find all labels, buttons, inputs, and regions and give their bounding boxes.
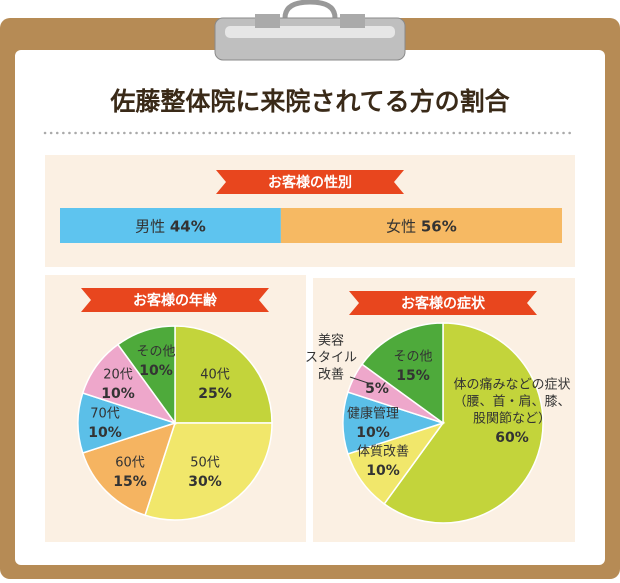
leader-line [349,376,369,384]
page-title: 佐藤整体院に来院されてる方の割合 [109,87,510,116]
value-label: 60% [495,430,529,446]
ribbon [349,291,537,315]
value-label: 44% [170,217,206,235]
category-label: 美容 [318,333,344,349]
segment-label: 女性 56% [386,217,457,235]
pie-slice [144,422,273,521]
ribbon [81,288,269,312]
value-label: 15% [396,368,430,384]
category-label: （腰、首・肩、膝、 [453,394,570,410]
category-label: 体の痛みなどの症状 [453,377,570,393]
category-label: その他 [136,345,175,360]
chart-title: お客様の性別 [268,174,352,191]
category-label: 男性 [135,217,165,235]
value-label: 10% [88,425,122,441]
value-label: 10% [366,463,400,479]
value-label: 30% [188,474,222,490]
category-label: スタイル [305,351,357,366]
category-label: 股関節など） [473,412,551,427]
segment-label: 男性 44% [135,217,206,235]
clip [214,0,406,61]
category-label: 改善 [318,367,344,383]
bar-segment [280,208,562,243]
value-label: 15% [113,474,147,490]
value-label: 5% [365,381,389,397]
value-label: 10% [139,363,173,379]
chart-title: お客様の年齢 [133,292,218,309]
pie-slice [383,322,544,524]
category-label: 体質改善 [357,444,409,460]
category-label: 60代 [115,456,145,471]
value-label: 25% [198,386,232,402]
pie-slice [116,325,176,426]
value-label: 56% [421,217,457,235]
category-label: 50代 [190,456,220,471]
category-label: その他 [393,350,432,365]
ribbon [216,170,404,194]
category-label: 40代 [200,368,230,383]
category-label: 健康管理 [347,406,399,422]
category-label: 70代 [90,407,120,422]
value-label: 10% [101,386,135,402]
value-label: 10% [356,425,390,441]
chart-title: お客様の症状 [401,295,486,312]
bar-segment [60,208,281,243]
category-label: 女性 [386,217,416,235]
pie-slice [361,322,444,425]
pie-slice [174,325,273,424]
category-label: 20代 [103,368,133,383]
